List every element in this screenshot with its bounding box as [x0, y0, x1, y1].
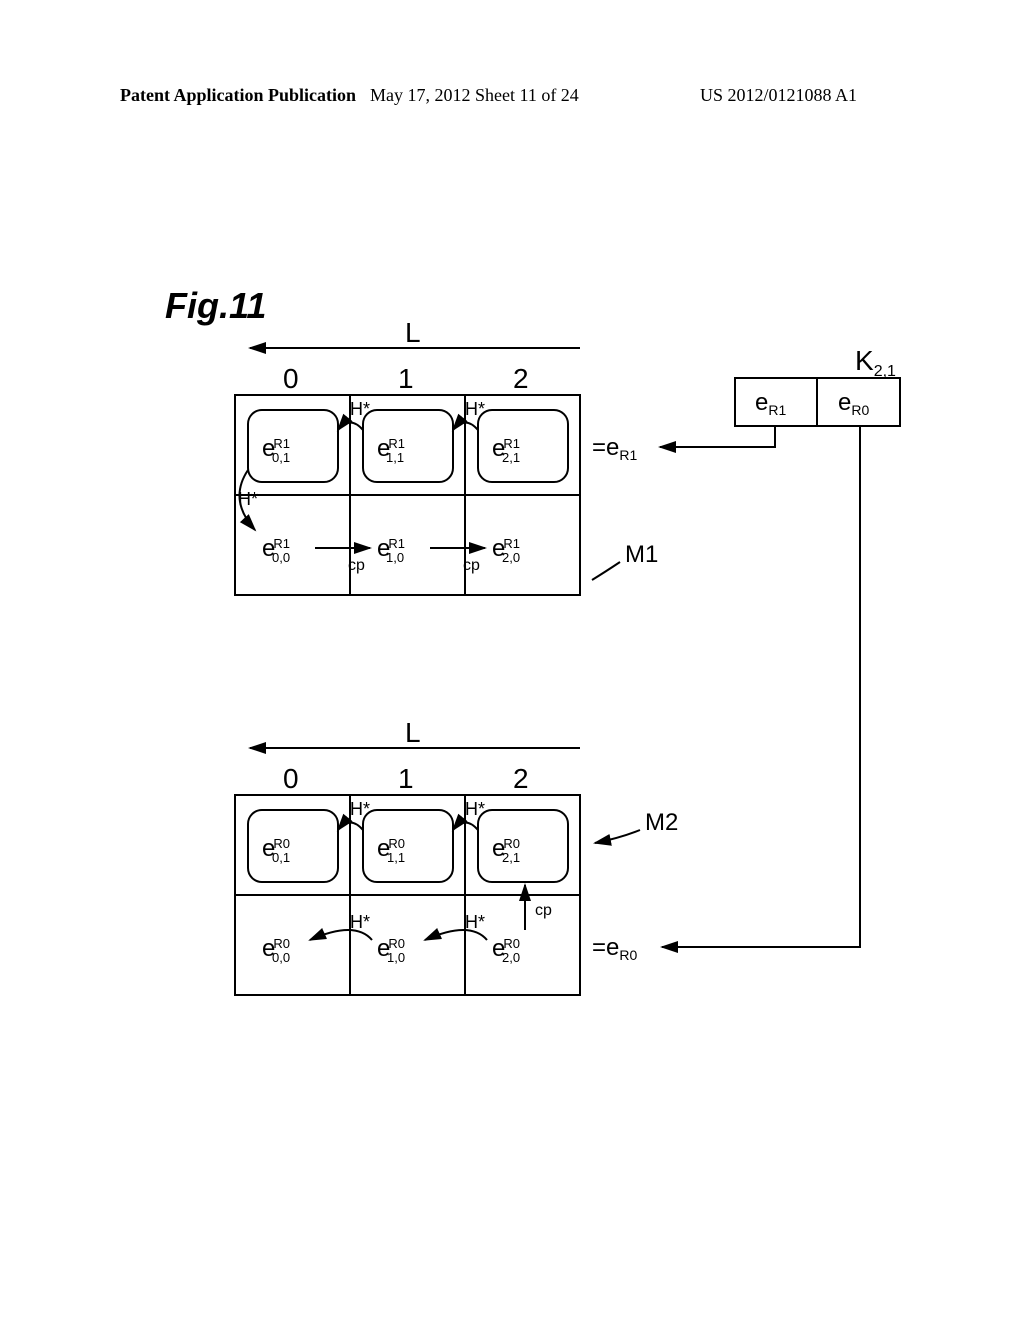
m1-cell-1-0: eR11,0: [377, 535, 405, 565]
m2-cell-2-0: eR02,0: [492, 935, 520, 965]
k-eR0: eR0: [838, 389, 869, 418]
m2-hstar3: H*: [350, 912, 370, 932]
m1-hstar1: H*: [350, 399, 370, 419]
m2-hstar4: H*: [465, 912, 485, 932]
k-box: K2,1 eR1 eR0: [735, 345, 900, 426]
k-label: K2,1: [855, 345, 896, 380]
k-eR1: eR1: [755, 389, 786, 418]
m2-cp: cp: [535, 902, 552, 919]
diagram-svg: K2,1 eR1 eR0 L 0 1 2 eR10,1 eR11,1 eR12,…: [0, 0, 1024, 1320]
m1-cell-0-0: eR10,0: [262, 535, 290, 565]
m1-col2: 2: [513, 363, 529, 394]
m1-cell-2-1: eR12,1: [492, 435, 520, 465]
m2-grid: L 0 1 2 eR00,1 eR01,1 eR02,1 eR00,0 eR01…: [235, 717, 678, 995]
m1-hstar-down: H*: [238, 489, 258, 509]
m2-L-label: L: [405, 717, 421, 748]
m2-equals: =eR0: [592, 934, 637, 963]
m2-cell-1-0: eR01,0: [377, 935, 405, 965]
m2-label: M2: [645, 809, 678, 836]
m2-cell-1-1: eR01,1: [377, 835, 405, 865]
m1-cp1: cp: [348, 557, 365, 574]
m1-col1: 1: [398, 363, 414, 394]
m1-L-label: L: [405, 317, 421, 348]
m2-col2: 2: [513, 763, 529, 794]
m2-cell-0-1: eR00,1: [262, 835, 290, 865]
m1-col0: 0: [283, 363, 299, 394]
m1-cell-2-0: eR12,0: [492, 535, 520, 565]
m2-cell-0-0: eR00,0: [262, 935, 290, 965]
m2-hstar1: H*: [350, 799, 370, 819]
m2-hstar2: H*: [465, 799, 485, 819]
m2-cell-2-1: eR02,1: [492, 835, 520, 865]
m1-cell-0-1: eR10,1: [262, 435, 290, 465]
m1-cp2: cp: [463, 557, 480, 574]
m1-grid: L 0 1 2 eR10,1 eR11,1 eR12,1 eR10,0 eR11…: [235, 317, 658, 595]
m1-label: M1: [625, 541, 658, 568]
m2-col1: 1: [398, 763, 414, 794]
m1-equals: =eR1: [592, 434, 637, 463]
m2-col0: 0: [283, 763, 299, 794]
m1-cell-1-1: eR11,1: [377, 435, 405, 465]
m1-hstar2: H*: [465, 399, 485, 419]
